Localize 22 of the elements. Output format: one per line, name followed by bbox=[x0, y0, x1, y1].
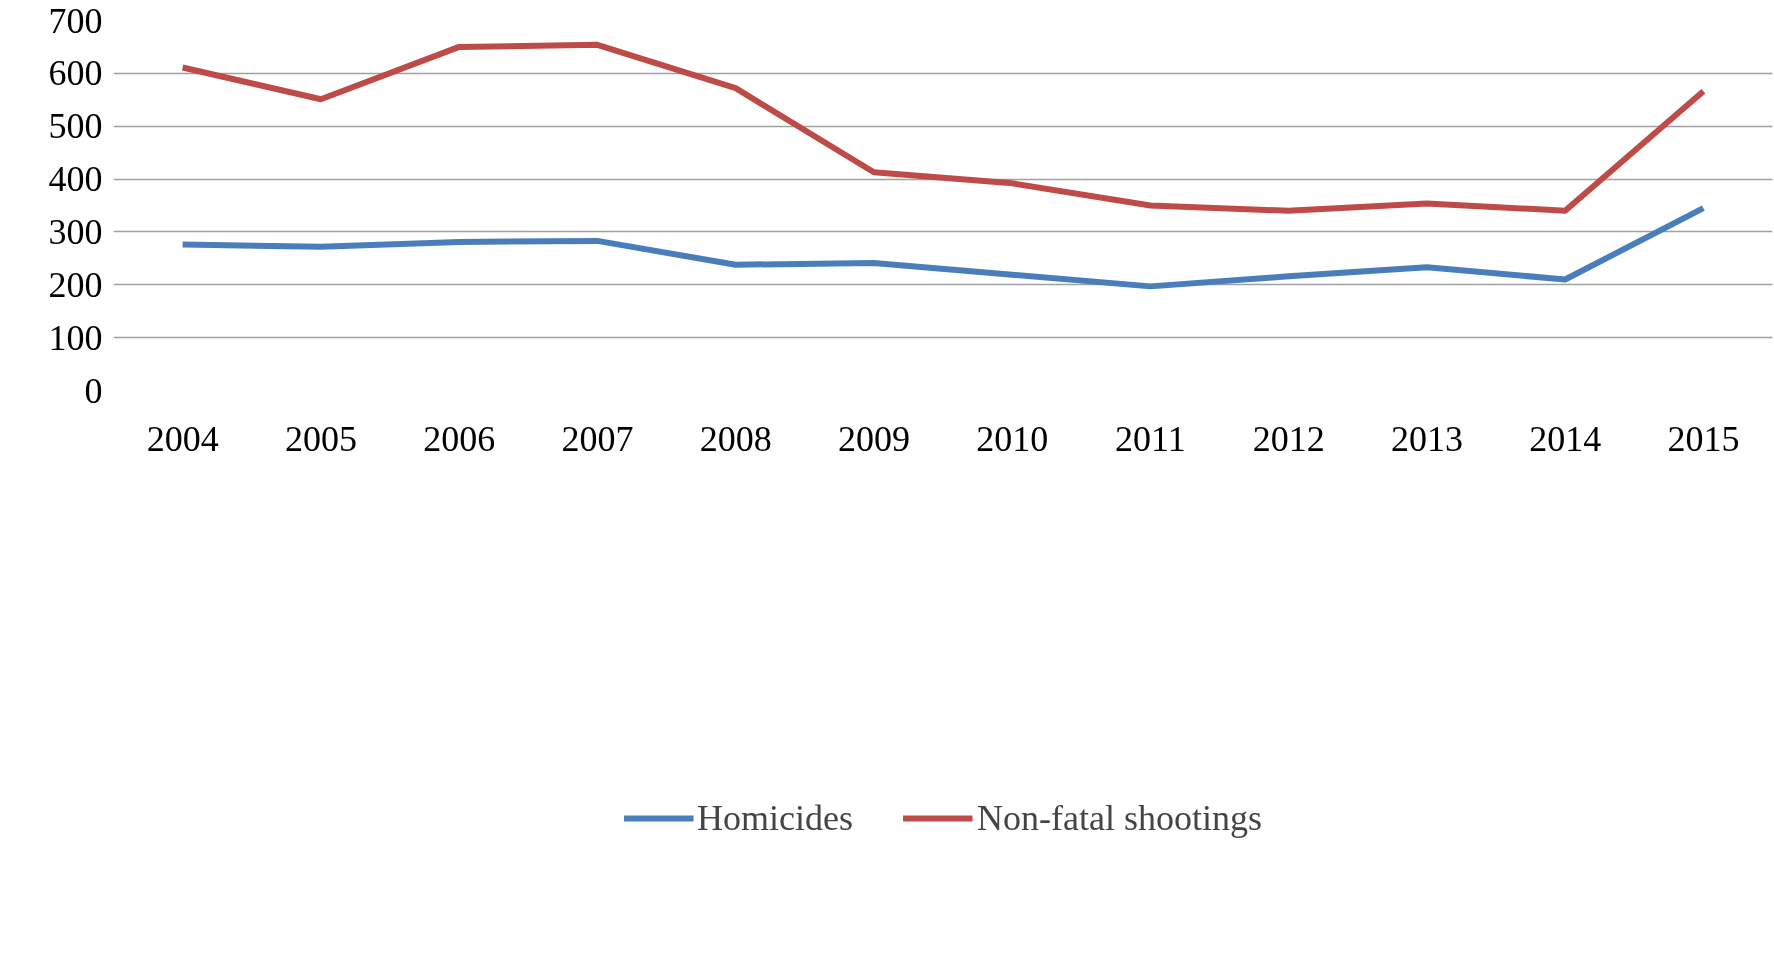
x-tick-label: 2013 bbox=[1390, 418, 1463, 459]
y-tick-label: 200 bbox=[48, 264, 103, 305]
x-tick-label: 2012 bbox=[1252, 418, 1325, 459]
legend-label: Homicides bbox=[697, 796, 854, 839]
x-tick-label: 2005 bbox=[284, 418, 357, 459]
x-tick-label: 2015 bbox=[1667, 418, 1740, 459]
x-tick-label: 2009 bbox=[837, 418, 910, 459]
legend-label: Non-fatal shootings bbox=[977, 796, 1262, 839]
y-tick-label: 500 bbox=[48, 106, 103, 147]
x-tick-label: 2007 bbox=[561, 418, 634, 459]
y-tick-label: 400 bbox=[48, 159, 103, 200]
y-tick-label: 0 bbox=[84, 370, 103, 411]
x-tick-label: 2004 bbox=[146, 418, 219, 459]
x-tick-label: 2010 bbox=[976, 418, 1049, 459]
y-tick-label: 100 bbox=[48, 317, 103, 358]
x-tick-label: 2014 bbox=[1529, 418, 1602, 459]
x-tick-label: 2008 bbox=[699, 418, 772, 459]
x-tick-label: 2011 bbox=[1115, 418, 1186, 459]
x-tick-label: 2006 bbox=[423, 418, 496, 459]
y-tick-label: 300 bbox=[48, 211, 103, 252]
y-tick-label: 600 bbox=[48, 53, 103, 94]
y-tick-label: 700 bbox=[48, 0, 103, 41]
